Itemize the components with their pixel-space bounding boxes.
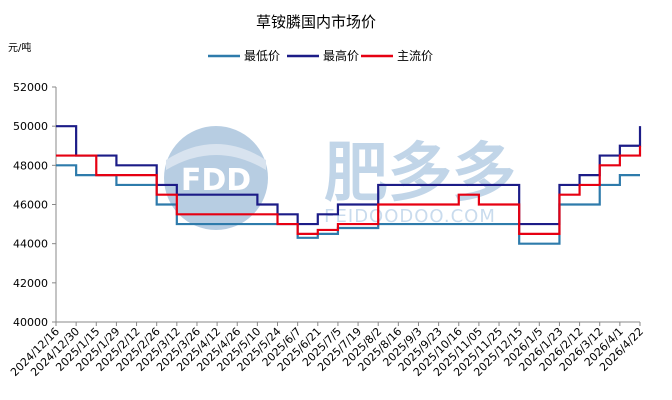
- series-layer: [56, 125, 642, 245]
- watermark-brand-text: 肥多多: [324, 137, 516, 211]
- y-tick-label: 48000: [13, 159, 48, 172]
- y-axis-ticks: 40000 42000 44000 46000 48000 50000 52000: [13, 81, 56, 329]
- watermark-domain-text: FEIDOODOO.COM: [324, 206, 496, 227]
- x-axis-ticks: 2024/12/162024/12/302025/1/152025/1/2920…: [8, 322, 646, 379]
- y-axis-unit-label: 元/吨: [8, 41, 31, 54]
- y-tick-label: 50000: [13, 120, 48, 133]
- watermark-logo-text: FDD: [181, 163, 251, 198]
- series-line-3: [56, 145, 642, 235]
- y-tick-label: 44000: [13, 238, 48, 251]
- watermark-logo-swoosh: [166, 144, 266, 170]
- legend-label-3: 主流价: [397, 49, 433, 63]
- legend: 最低价 最高价 主流价: [208, 48, 433, 63]
- chart-title: 草铵膦国内市场价: [256, 13, 376, 31]
- watermark: FDD 肥多多 FEIDOODOO.COM: [164, 126, 516, 230]
- y-tick-label: 40000: [13, 316, 48, 329]
- y-tick-label: 46000: [13, 199, 48, 212]
- legend-label-2: 最高价: [323, 48, 359, 63]
- y-tick-label: 52000: [13, 81, 48, 94]
- y-tick-label: 42000: [13, 277, 48, 290]
- legend-label-1: 最低价: [244, 49, 280, 63]
